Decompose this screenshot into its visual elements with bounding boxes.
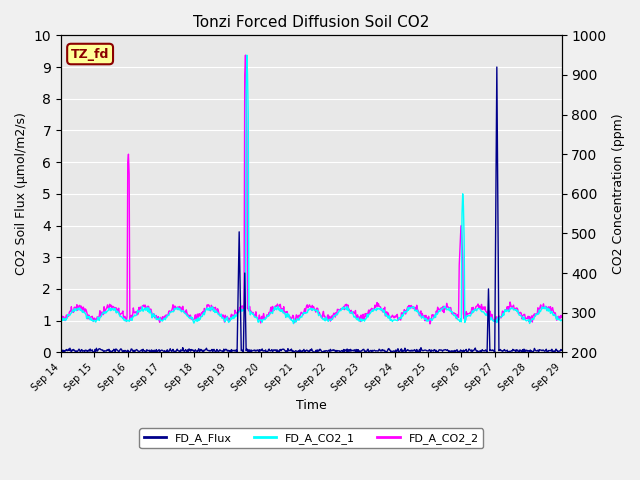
FD_A_CO2_1 [168, 309, 176, 314]
FD_A_CO2_1 [373, 305, 381, 311]
FD_A_CO2_1 [388, 317, 396, 323]
Line: FD_A_Flux: FD_A_Flux [61, 67, 561, 352]
FD_A_CO2_2 [168, 305, 176, 311]
FD_A_CO2_1 [57, 317, 65, 323]
X-axis label: Time: Time [296, 399, 326, 412]
Y-axis label: CO2 Soil Flux (μmol/m2/s): CO2 Soil Flux (μmol/m2/s) [15, 112, 28, 275]
FD_A_CO2_2 [557, 314, 565, 320]
FD_A_Flux [493, 64, 500, 70]
FD_A_CO2_1 [66, 312, 74, 318]
FD_A_CO2_1 [243, 52, 251, 58]
FD_A_CO2_2 [426, 321, 434, 327]
FD_A_CO2_2 [195, 311, 203, 317]
Y-axis label: CO2 Concentration (ppm): CO2 Concentration (ppm) [612, 113, 625, 274]
FD_A_CO2_2 [387, 314, 395, 320]
Legend: FD_A_Flux, FD_A_CO2_1, FD_A_CO2_2: FD_A_Flux, FD_A_CO2_1, FD_A_CO2_2 [140, 428, 483, 448]
FD_A_CO2_1 [557, 317, 565, 323]
FD_A_CO2_1 [195, 318, 203, 324]
FD_A_Flux [372, 348, 380, 354]
FD_A_Flux [118, 348, 126, 354]
Text: TZ_fd: TZ_fd [71, 48, 109, 60]
FD_A_Flux [67, 349, 75, 355]
FD_A_Flux [169, 347, 177, 352]
Title: Tonzi Forced Diffusion Soil CO2: Tonzi Forced Diffusion Soil CO2 [193, 15, 429, 30]
FD_A_Flux [557, 348, 565, 353]
Line: FD_A_CO2_1: FD_A_CO2_1 [61, 55, 561, 324]
FD_A_Flux [196, 349, 204, 355]
FD_A_CO2_2 [242, 52, 250, 58]
FD_A_CO2_2 [118, 311, 125, 316]
FD_A_CO2_2 [66, 308, 74, 314]
FD_A_Flux [387, 349, 395, 355]
Line: FD_A_CO2_2: FD_A_CO2_2 [61, 55, 561, 324]
FD_A_CO2_1 [118, 314, 125, 320]
FD_A_Flux [66, 345, 74, 351]
FD_A_Flux [57, 347, 65, 353]
FD_A_CO2_2 [372, 303, 380, 309]
FD_A_CO2_1 [290, 321, 298, 326]
FD_A_CO2_2 [57, 316, 65, 322]
